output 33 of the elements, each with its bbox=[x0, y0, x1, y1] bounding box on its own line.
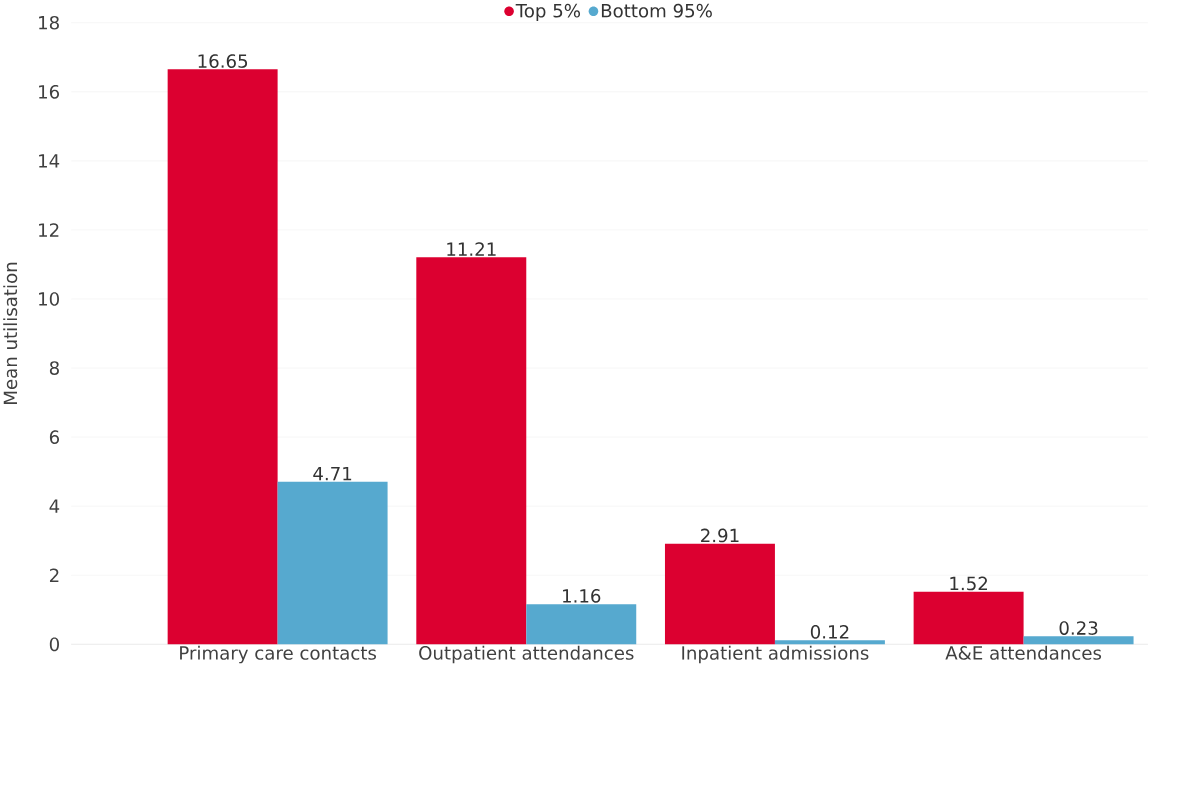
y-tick-label: 14 bbox=[39, 154, 60, 168]
legend-label: Bottom 95% bbox=[601, 3, 712, 18]
legend-label: Top 5% bbox=[515, 3, 580, 21]
y-tick-label: 2 bbox=[49, 568, 59, 582]
y-tick-label: 8 bbox=[49, 361, 59, 375]
data-label: 1.16 bbox=[563, 588, 601, 603]
bar bbox=[167, 69, 278, 645]
x-tick-label: A&E attendances bbox=[945, 645, 1102, 660]
bar bbox=[913, 591, 1024, 645]
bar bbox=[277, 481, 388, 645]
data-label: 0.12 bbox=[810, 624, 849, 639]
data-label: 11.21 bbox=[447, 242, 496, 256]
data-label: 4.71 bbox=[313, 466, 352, 481]
bar bbox=[1023, 636, 1134, 645]
data-label: 0.23 bbox=[1059, 621, 1098, 635]
y-tick-label: 6 bbox=[49, 430, 60, 444]
y-tick-label: 18 bbox=[39, 15, 59, 30]
bar bbox=[526, 604, 637, 645]
y-axis-title: Mean utilisation bbox=[3, 262, 18, 404]
x-tick-label: Primary care contacts bbox=[180, 645, 377, 664]
bar bbox=[416, 257, 527, 645]
x-tick-label: Outpatient attendances bbox=[419, 645, 634, 664]
y-tick-label: 4 bbox=[49, 499, 60, 513]
data-label: 1.52 bbox=[950, 576, 987, 591]
data-label: 16.65 bbox=[198, 54, 248, 68]
bar bbox=[774, 640, 885, 645]
y-tick-label: 16 bbox=[39, 84, 60, 99]
y-tick-label: 10 bbox=[39, 292, 59, 306]
x-tick-label: Inpatient admissions bbox=[682, 645, 869, 664]
data-label: 2.91 bbox=[701, 528, 739, 543]
y-tick-label: 12 bbox=[39, 223, 59, 237]
bar bbox=[664, 543, 775, 645]
y-tick-label: 0 bbox=[49, 637, 59, 652]
